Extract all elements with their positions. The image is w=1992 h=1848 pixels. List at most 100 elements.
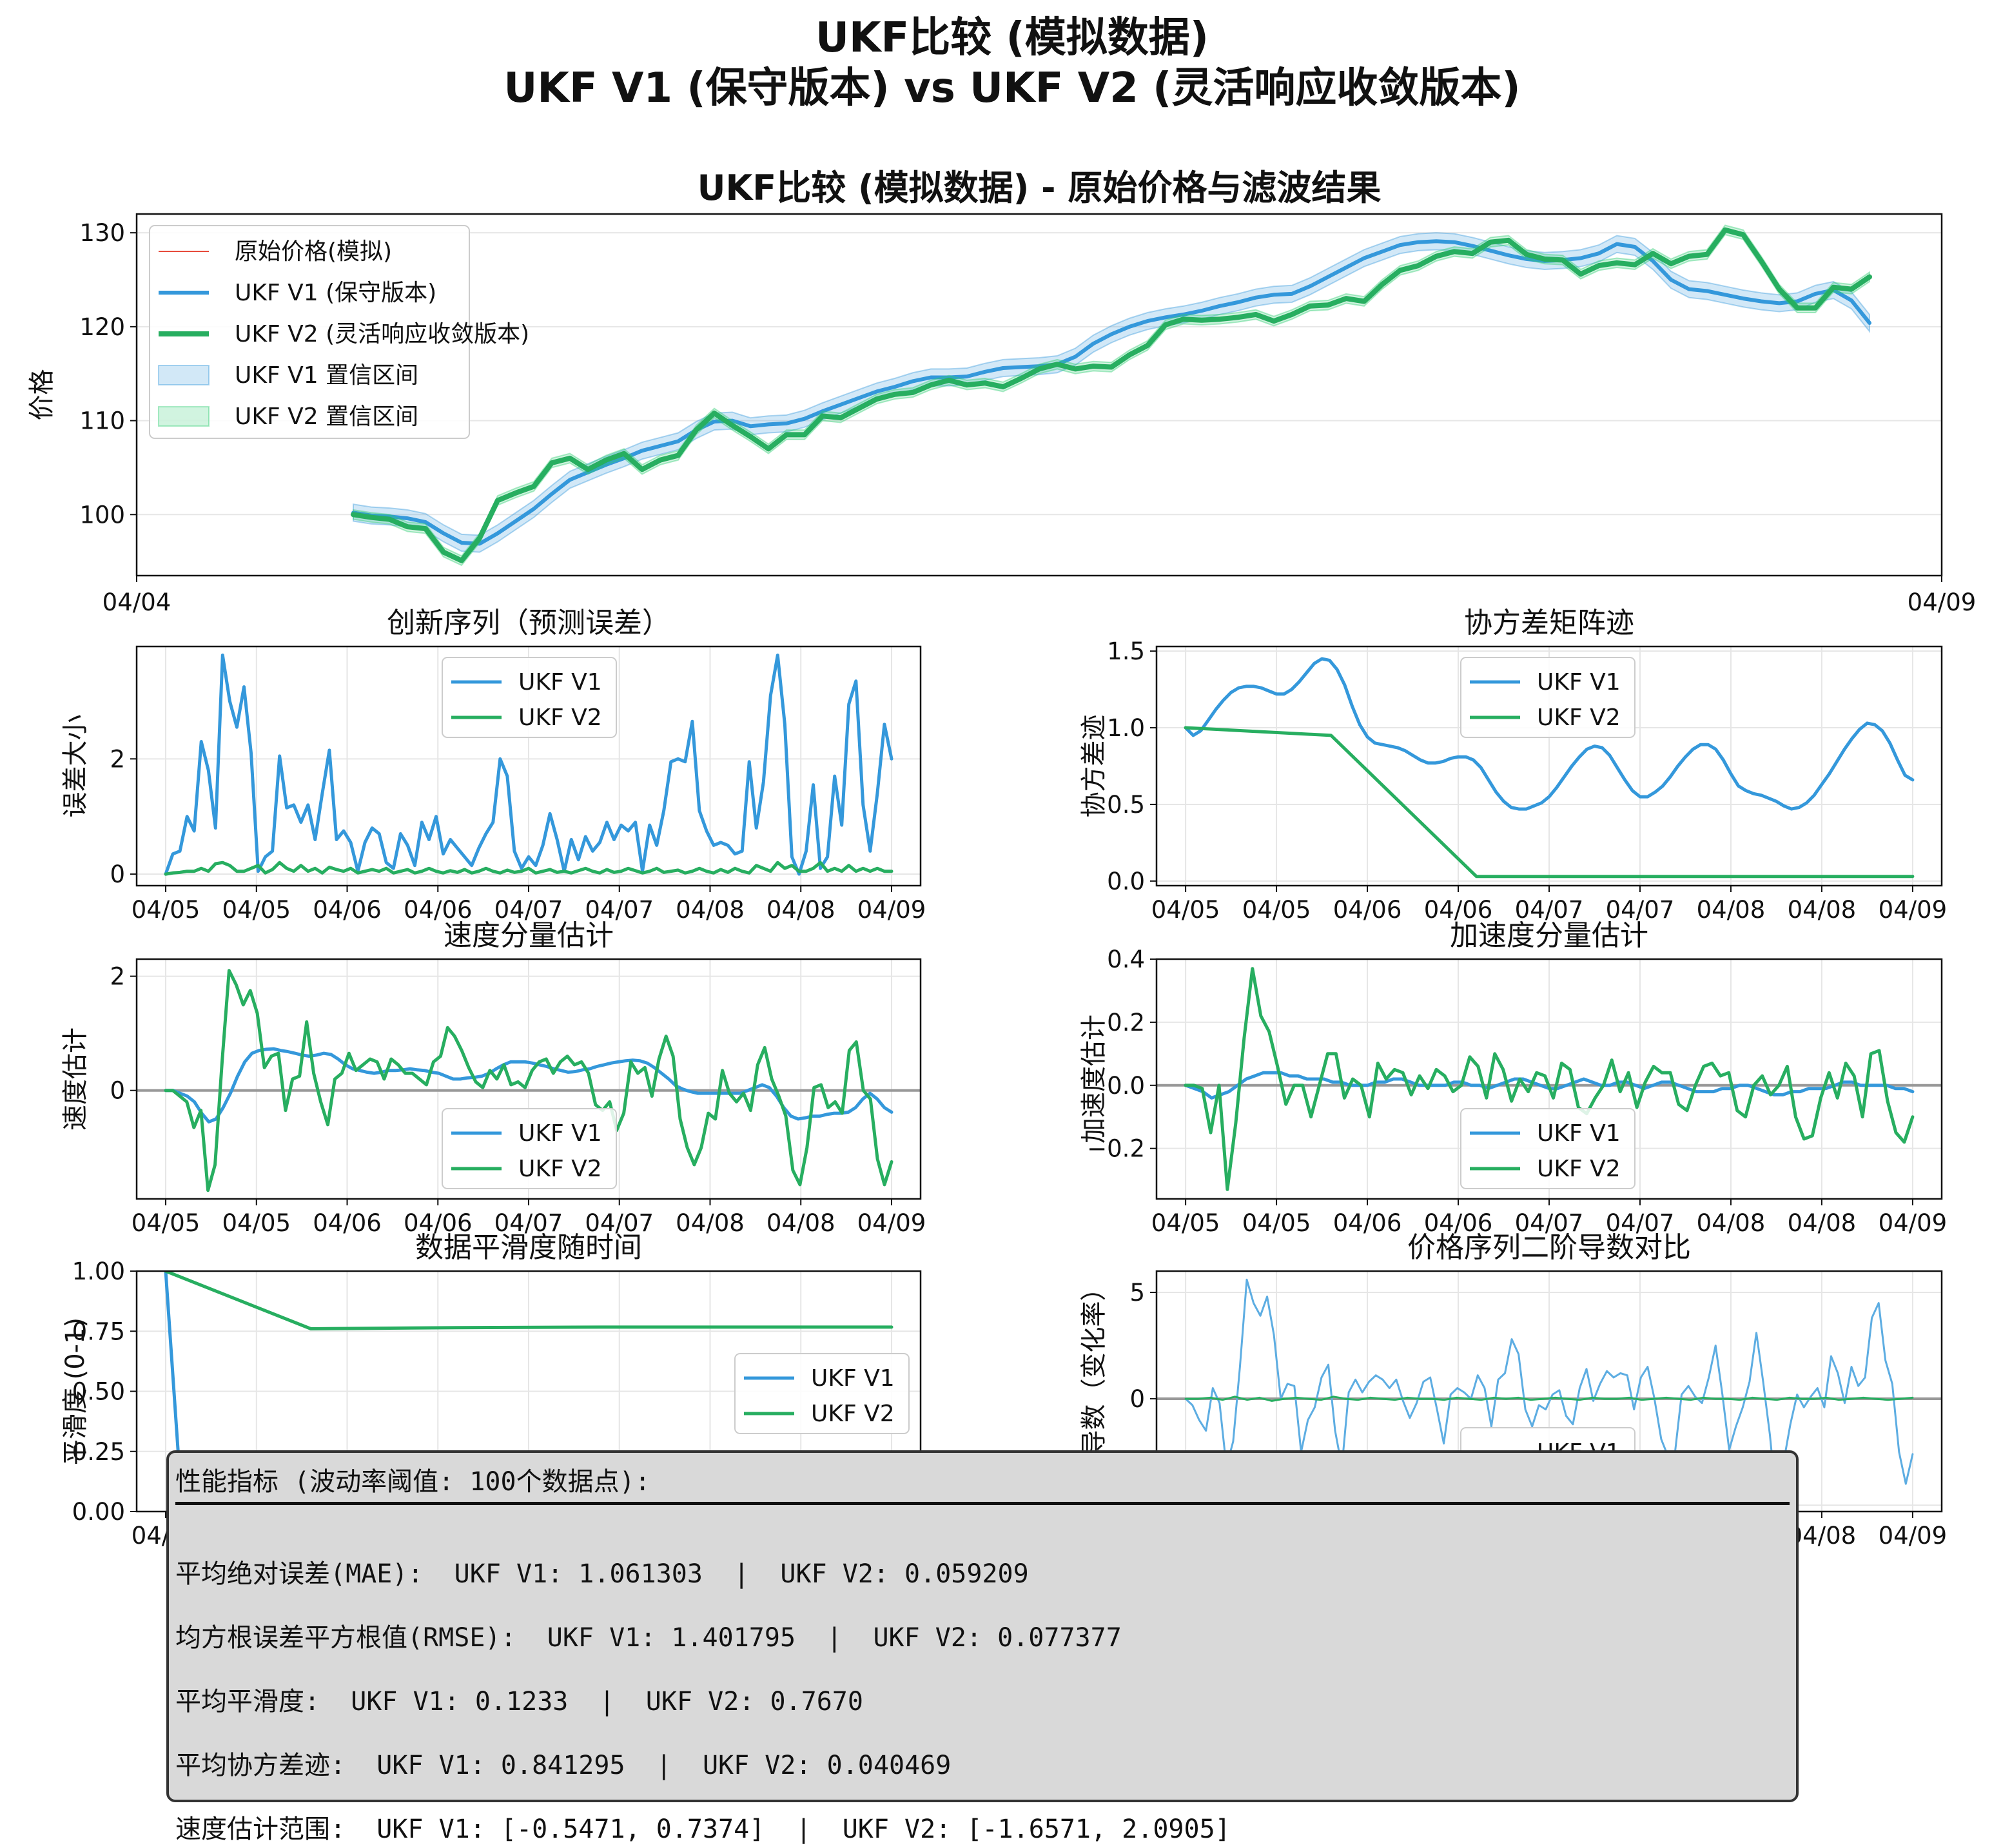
series-group: [1184, 967, 1915, 1191]
legend: 原始价格(模拟) UKF V1 (保守版本) UKF V2 (灵活响应收敛版本) UK…: [149, 225, 529, 439]
x-tick-label: 04/05: [222, 896, 291, 924]
y-axis-label: 协方差迹: [1079, 715, 1109, 818]
panel-title: UKF比较 (模拟数据) - 原始价格与滤波结果: [698, 168, 1382, 208]
panel-title: 创新序列（预测误差）: [387, 607, 670, 639]
y-tick-label: 120: [79, 313, 125, 341]
y-tick-label: 5: [1129, 1279, 1145, 1307]
panel-innovation: 0 2 04/05 04/05 04/06 04/06 04/07 04/07 04/08 04/…: [61, 607, 926, 924]
legend-label: UKF V2: [1537, 705, 1621, 731]
metric-smoothness: 平均平滑度: UKF V1: 0.1233 | UKF V2: 0.7670: [175, 1687, 863, 1717]
axes-frame: [135, 645, 922, 887]
legend-label: UKF V1 置信区间: [235, 362, 418, 389]
legend-label: UKF V1: [1537, 669, 1621, 695]
x-tick-label: 04/06: [1333, 1209, 1402, 1237]
figure-title-line2: UKF V1 (保守版本) vs UKF V2 (灵活响应收敛版本): [503, 64, 1520, 112]
metric-velocity-range: 速度估计范围: UKF V1: [-0.5471, 0.7374] | UKF …: [175, 1814, 1231, 1844]
panel-main: 100 110 120 130 04/04 04/09 UKF比较 (模拟数据) - 原始价…: [27, 168, 1976, 616]
legend-label: UKF V1: [518, 1120, 602, 1147]
legend-label: UKF V2: [518, 705, 602, 731]
x-tick-label: 04/06: [1424, 1209, 1493, 1237]
series-line-0: [351, 239, 1871, 546]
series-line-1: [1184, 967, 1915, 1191]
panel-covariance: 0.0 0.5 1.0 1.5 04/05 04/05 04/06 04/06 04/07 04/…: [1079, 607, 1947, 924]
y-axis-label: 价格: [27, 369, 57, 421]
x-tick-label: 04/09: [857, 1209, 926, 1237]
metrics-box: 性能指标 (波动率阈值: 100个数据点): 平均绝对误差(MAE): UKF …: [166, 1450, 1799, 1844]
y-tick-label: 1.00: [72, 1258, 125, 1285]
y-tick-label: 0.5: [1107, 791, 1145, 819]
confidence-band-0: [353, 232, 1870, 553]
y-axis-label: 误差大小: [61, 715, 90, 818]
legend-label: UKF V1 (保守版本): [235, 280, 436, 306]
x-tick-label: 04/05: [132, 1209, 200, 1237]
x-tick-label: 04/08: [676, 1209, 745, 1237]
series-line-0: [1184, 1278, 1914, 1506]
figure-title-line1: UKF比较 (模拟数据): [815, 14, 1209, 62]
legend-label: UKF V1: [811, 1365, 895, 1392]
x-tick-label: 04/06: [404, 1209, 473, 1237]
x-tick-label: 04/06: [1424, 896, 1493, 924]
y-axis-label: 速度估计: [61, 1027, 90, 1131]
metric-covariance: 平均协方差迹: UKF V1: 0.841295 | UKF V2: 0.040…: [175, 1751, 952, 1780]
legend-label: UKF V1: [518, 669, 602, 695]
series-line-0: [1184, 657, 1915, 811]
x-tick-label: 04/09: [857, 896, 926, 924]
x-tick-label: 04/07: [1515, 1209, 1584, 1237]
subplots: 100 110 120 130 04/04 04/09 UKF比较 (模拟数据) - 原始价…: [27, 168, 1976, 1550]
x-tick-label: 04/06: [404, 896, 473, 924]
x-tick-label: 04/08: [767, 1209, 835, 1237]
x-tick-label: 04/07: [494, 1209, 563, 1237]
axes-frame: [135, 958, 922, 1200]
legend-label: UKF V1: [1537, 1120, 1621, 1147]
series-line-1: [164, 1271, 893, 1330]
legend-label: UKF V2: [518, 1156, 602, 1182]
y-tick-label: 2: [110, 963, 125, 991]
legend-label: UKF V2: [811, 1401, 895, 1427]
x-tick-label: 04/05: [1151, 1209, 1220, 1237]
panel-title: 数据平滑度随时间: [415, 1231, 642, 1264]
panel-acceleration: −0.2 0.0 0.2 0.4 04/05 04/05 04/06 04/06 04/07 04…: [1079, 919, 1947, 1237]
series-group: [164, 653, 893, 876]
axes-frame: [1155, 958, 1943, 1200]
panel-title: 协方差矩阵迹: [1464, 607, 1634, 639]
x-tick-label: 04/04: [103, 588, 171, 616]
series-group: [164, 969, 893, 1192]
y-tick-label: 1.0: [1107, 714, 1145, 742]
series-group: [351, 224, 1872, 567]
y-tick-label: 100: [79, 501, 125, 529]
y-tick-label: 0.50: [72, 1378, 125, 1406]
x-tick-label: 04/08: [1697, 896, 1766, 924]
y-axis-label: 加速度估计: [1079, 1015, 1109, 1143]
panel-title: 加速度分量估计: [1450, 919, 1648, 952]
metric-rmse: 均方根误差平方根值(RMSE): UKF V1: 1.401795 | UKF …: [175, 1623, 1122, 1653]
legend-frame: [149, 225, 470, 439]
y-tick-label: 0.2: [1107, 1009, 1145, 1036]
x-tick-label: 04/08: [1788, 896, 1857, 924]
x-tick-label: 04/08: [1788, 1209, 1857, 1237]
legend-swatch: [158, 406, 210, 427]
x-tick-label: 04/07: [494, 896, 563, 924]
panel-title: 速度分量估计: [444, 919, 614, 952]
x-tick-label: 04/06: [313, 896, 382, 924]
x-tick-label: 04/05: [222, 1209, 291, 1237]
series-line-1: [164, 861, 893, 876]
x-tick-label: 04/08: [767, 896, 835, 924]
legend-label: UKF V2 (灵活响应收敛版本): [235, 321, 529, 347]
y-tick-label: 110: [79, 407, 125, 435]
metrics-header: 性能指标 (波动率阈值: 100个数据点):: [175, 1467, 650, 1497]
legend: UKF V1 UKF V2: [1460, 1108, 1636, 1189]
series-line-0: [164, 653, 893, 876]
metric-mae: 平均绝对误差(MAE): UKF V1: 1.061303 | UKF V2: …: [175, 1559, 1029, 1589]
x-tick-label: 04/07: [585, 1209, 654, 1237]
panel-velocity: 0 2 04/05 04/05 04/06 04/06 04/07 04/07 04/08 04/…: [61, 919, 926, 1237]
y-tick-label: 0.0: [1107, 1072, 1145, 1100]
y-tick-label: 1.5: [1107, 637, 1145, 665]
x-tick-label: 04/05: [1242, 1209, 1311, 1237]
y-tick-label: 0: [110, 1077, 125, 1105]
metrics-divider: [175, 1502, 1790, 1505]
y-tick-label: 0: [110, 861, 125, 888]
legend-swatch: [158, 365, 210, 385]
y-tick-label: 0.4: [1107, 946, 1145, 973]
y-axis-label: 平滑度 (0-1): [61, 1318, 90, 1465]
x-tick-label: 04/09: [1879, 896, 1948, 924]
